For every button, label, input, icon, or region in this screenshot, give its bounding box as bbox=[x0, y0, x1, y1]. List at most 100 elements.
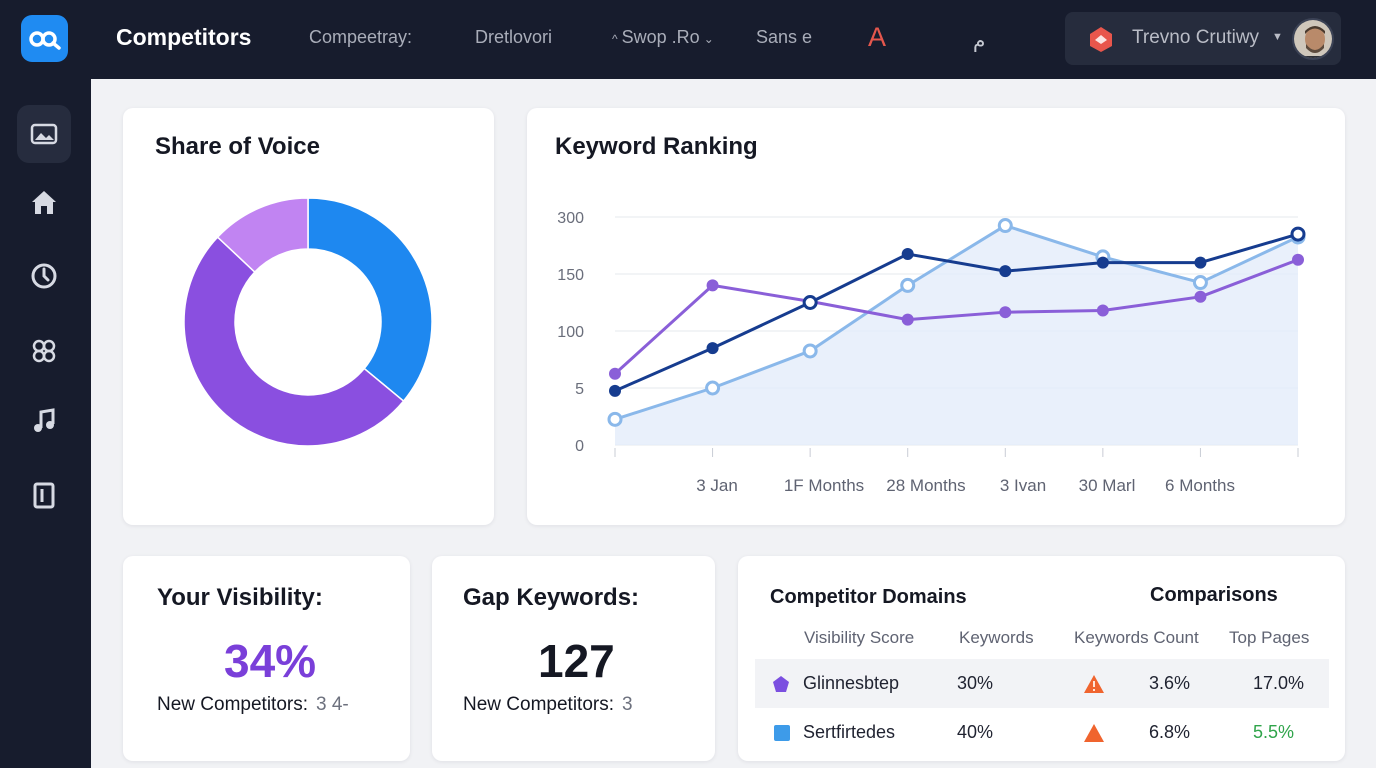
keywords-count: 6.8% bbox=[1149, 722, 1191, 742]
sidebar-item-history[interactable] bbox=[17, 247, 71, 305]
sidebar-item-documents[interactable] bbox=[17, 466, 71, 524]
table-row[interactable]: Glinnesbtep 30% 3.6% 17.0% bbox=[755, 659, 1329, 708]
series-point-2[interactable] bbox=[802, 343, 818, 359]
network-icon bbox=[32, 339, 56, 363]
column-header-keywords[interactable]: Keywords bbox=[959, 628, 1034, 647]
series-point-1[interactable] bbox=[1096, 256, 1109, 269]
series-point-2[interactable] bbox=[900, 277, 916, 293]
x-tick-label: 1F Months bbox=[784, 476, 864, 495]
logo-icon bbox=[28, 30, 61, 50]
clock-icon bbox=[31, 263, 57, 289]
visibility-new-competitors: New Competitors: 3 4- bbox=[157, 694, 349, 716]
y-tick-label: 300 bbox=[557, 210, 584, 227]
keyword-ranking-title: Keyword Ranking bbox=[555, 133, 758, 160]
new-competitors-value: 3 4- bbox=[316, 694, 349, 715]
column-header-visibility-score[interactable]: Visibility Score bbox=[804, 628, 915, 647]
new-competitors-label: New Competitors: bbox=[463, 694, 614, 715]
user-name: Trevno Crutiwy bbox=[1132, 27, 1260, 48]
nav-dropdown-swop[interactable]: ^ Swop .Ro ⌄ bbox=[608, 27, 718, 48]
series-point-0[interactable] bbox=[999, 306, 1012, 319]
series-area bbox=[615, 225, 1298, 445]
gap-keywords-card: Gap Keywords: 127 New Competitors: 3 bbox=[432, 556, 715, 761]
avatar[interactable] bbox=[1292, 18, 1334, 60]
series-point-1[interactable] bbox=[1290, 226, 1306, 242]
table-row[interactable]: Sertfirtedes 40% 6.8% 5.5% bbox=[755, 708, 1329, 757]
sidebar bbox=[0, 0, 91, 768]
document-icon bbox=[33, 482, 55, 509]
sidebar-item-home[interactable] bbox=[17, 174, 71, 232]
y-tick-label: 100 bbox=[557, 324, 584, 341]
sidebar-item-network[interactable] bbox=[17, 322, 71, 380]
home-icon bbox=[32, 191, 56, 214]
column-header-keywords-count[interactable]: Keywords Count bbox=[1074, 628, 1199, 647]
visibility-score: 30% bbox=[957, 673, 994, 693]
donut-slice-1[interactable] bbox=[183, 236, 405, 447]
music-note-icon bbox=[34, 408, 55, 432]
series-point-1[interactable] bbox=[609, 384, 621, 397]
series-point-2[interactable] bbox=[1192, 275, 1208, 291]
warning-icon bbox=[1084, 724, 1104, 742]
series-point-1[interactable] bbox=[901, 248, 914, 261]
keyword-ranking-line-chart: 0 5 100 150 300 3 Jan 1F Months 28 Months 3 Ivan… bbox=[557, 210, 1306, 495]
square-icon bbox=[774, 725, 790, 741]
y-tick-label: 0 bbox=[575, 438, 584, 455]
column-header-top-pages[interactable]: Top Pages bbox=[1229, 628, 1310, 647]
series-point-0[interactable] bbox=[1292, 253, 1304, 266]
series-point-0[interactable] bbox=[901, 313, 914, 326]
series-point-1[interactable] bbox=[1194, 256, 1207, 269]
series-point-2[interactable] bbox=[607, 411, 623, 427]
series-line-2[interactable] bbox=[614, 224, 1299, 421]
nav-item-dretlovori[interactable]: Dretlovori bbox=[475, 27, 553, 47]
new-competitors-value: 3 bbox=[622, 694, 633, 715]
top-bar: Competitors Compeetray: Dretlovori ^ Swop… bbox=[91, 0, 1376, 79]
visibility-value: 34% bbox=[224, 635, 317, 687]
series-point-1[interactable] bbox=[802, 295, 818, 310]
sidebar-item-images[interactable] bbox=[17, 105, 71, 163]
series-point-0[interactable] bbox=[1194, 290, 1207, 303]
share-of-voice-donut bbox=[183, 197, 433, 447]
gap-keywords-title: Gap Keywords: bbox=[463, 584, 640, 611]
image-icon bbox=[30, 123, 58, 145]
donut-slice-0[interactable] bbox=[307, 197, 433, 403]
font-a-button[interactable]: A bbox=[868, 22, 887, 52]
new-competitors-label: New Competitors: bbox=[157, 694, 308, 715]
x-tick-label: 28 Months bbox=[886, 476, 965, 495]
series-point-2[interactable] bbox=[705, 380, 721, 396]
share-of-voice-card: Share of Voice bbox=[123, 108, 494, 525]
share-of-voice-title: Share of Voice bbox=[155, 133, 320, 160]
user-menu[interactable]: Trevno Crutiwy ▼ bbox=[1065, 12, 1341, 65]
keywords-count: 3.6% bbox=[1149, 673, 1191, 693]
nav-dropdown-label: Swop .Ro bbox=[621, 27, 700, 47]
nav-item-sans[interactable]: Sans e bbox=[756, 27, 813, 47]
series-point-0[interactable] bbox=[609, 367, 621, 380]
series-line-0[interactable] bbox=[613, 258, 1299, 375]
nav-item-competitors[interactable]: Compeetray: bbox=[309, 27, 413, 47]
chevron-up-icon: ^ bbox=[612, 32, 618, 46]
page-title: Competitors bbox=[116, 24, 252, 50]
x-tick-label: 30 Marl bbox=[1079, 476, 1136, 495]
logo[interactable] bbox=[21, 15, 68, 62]
visibility-card: Your Visibility: 34% New Competitors: 3 4… bbox=[123, 556, 410, 761]
donut-slice-2[interactable] bbox=[216, 197, 309, 274]
sidebar-item-music[interactable] bbox=[17, 392, 71, 450]
avatar-image bbox=[1294, 20, 1332, 58]
series-point-2[interactable] bbox=[997, 218, 1013, 234]
gap-new-competitors: New Competitors: 3 bbox=[463, 694, 633, 716]
series-point-0[interactable] bbox=[1096, 304, 1109, 317]
series-line-1[interactable] bbox=[614, 232, 1299, 393]
script-toggle-button[interactable]: م bbox=[973, 30, 986, 52]
x-tick-label: 3 Ivan bbox=[1000, 476, 1046, 495]
series-point-1[interactable] bbox=[999, 265, 1012, 278]
chevron-down-icon: ⌄ bbox=[703, 32, 714, 46]
top-pages: 5.5% bbox=[1253, 722, 1295, 742]
comparisons-title: Comparisons bbox=[1150, 584, 1278, 606]
visibility-score: 40% bbox=[957, 722, 994, 742]
warning-icon bbox=[1084, 675, 1104, 693]
user-badge-icon bbox=[1090, 27, 1112, 52]
y-tick-label: 5 bbox=[575, 381, 584, 398]
caret-down-icon: ▼ bbox=[1272, 31, 1283, 43]
visibility-title: Your Visibility: bbox=[157, 584, 323, 611]
series-point-0[interactable] bbox=[706, 279, 719, 292]
series-point-1[interactable] bbox=[706, 342, 719, 355]
domain-name: Sertfirtedes bbox=[803, 722, 896, 742]
